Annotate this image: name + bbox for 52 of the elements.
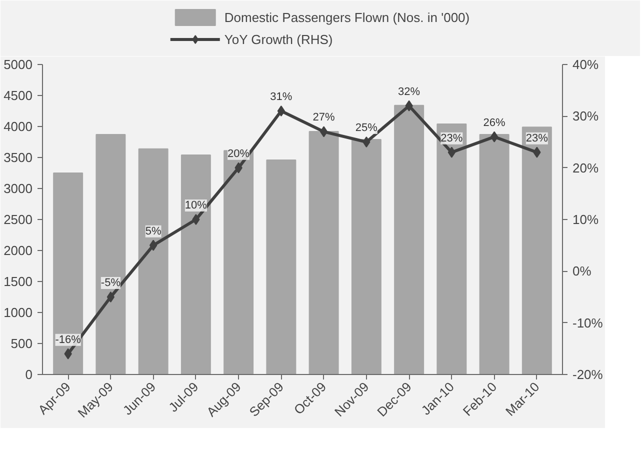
y-tick-label: 4000	[4, 119, 32, 134]
y2-tick-label: 0%	[572, 264, 592, 279]
y2-tick-label: -20%	[572, 367, 604, 382]
bar	[224, 150, 254, 374]
bar	[138, 148, 168, 374]
data-label: -16%	[55, 334, 82, 346]
y2-tick-label: 20%	[572, 160, 599, 176]
y-tick-label: 1500	[4, 274, 32, 289]
data-label: 23%	[440, 132, 463, 144]
legend-label: Domestic Passengers Flown (Nos. in '000)	[224, 10, 470, 24]
point	[490, 131, 498, 142]
y-tick-label: 0	[25, 367, 33, 382]
data-label: 26%	[483, 116, 506, 129]
y-tick-label: 3000	[4, 181, 32, 196]
bar	[308, 130, 339, 374]
y-tick-label: 5000	[4, 57, 32, 72]
y2-tick-label: 40%	[572, 57, 599, 72]
data-label: 27%	[312, 112, 336, 124]
bar	[522, 126, 552, 374]
bar	[53, 172, 84, 374]
y-tick-label: 3500	[4, 150, 32, 165]
legend-label: YoY Growth (RHS)	[224, 32, 333, 46]
bar	[96, 134, 126, 374]
bar	[180, 154, 211, 374]
data-label: 5%	[145, 225, 162, 238]
data-label: 31%	[270, 91, 292, 103]
data-label: 10%	[184, 200, 208, 212]
data-label: 32%	[398, 86, 420, 98]
y-tick-label: 2500	[4, 212, 32, 227]
point	[277, 106, 286, 116]
point	[106, 292, 115, 302]
y-tick-label: 4500	[4, 88, 32, 103]
y2-tick-label: 30%	[572, 108, 599, 124]
bar	[266, 159, 296, 374]
data-label: 23%	[526, 132, 548, 144]
bar	[436, 124, 467, 374]
y-tick-label: 500	[10, 336, 33, 351]
data-label: 20%	[228, 148, 250, 160]
point	[448, 146, 456, 158]
data-label: 25%	[355, 122, 378, 134]
y-tick-label: 2000	[4, 243, 32, 258]
y2-tick-label: -10%	[572, 315, 604, 330]
bar	[479, 134, 510, 374]
point	[362, 136, 370, 148]
y-tick-label: 1000	[4, 305, 32, 320]
point	[320, 126, 328, 138]
point	[149, 240, 158, 251]
y2-tick-label: 10%	[572, 212, 599, 227]
data-label: -5%	[100, 277, 121, 289]
bar	[351, 139, 382, 374]
point	[192, 214, 200, 225]
bar	[394, 104, 424, 374]
